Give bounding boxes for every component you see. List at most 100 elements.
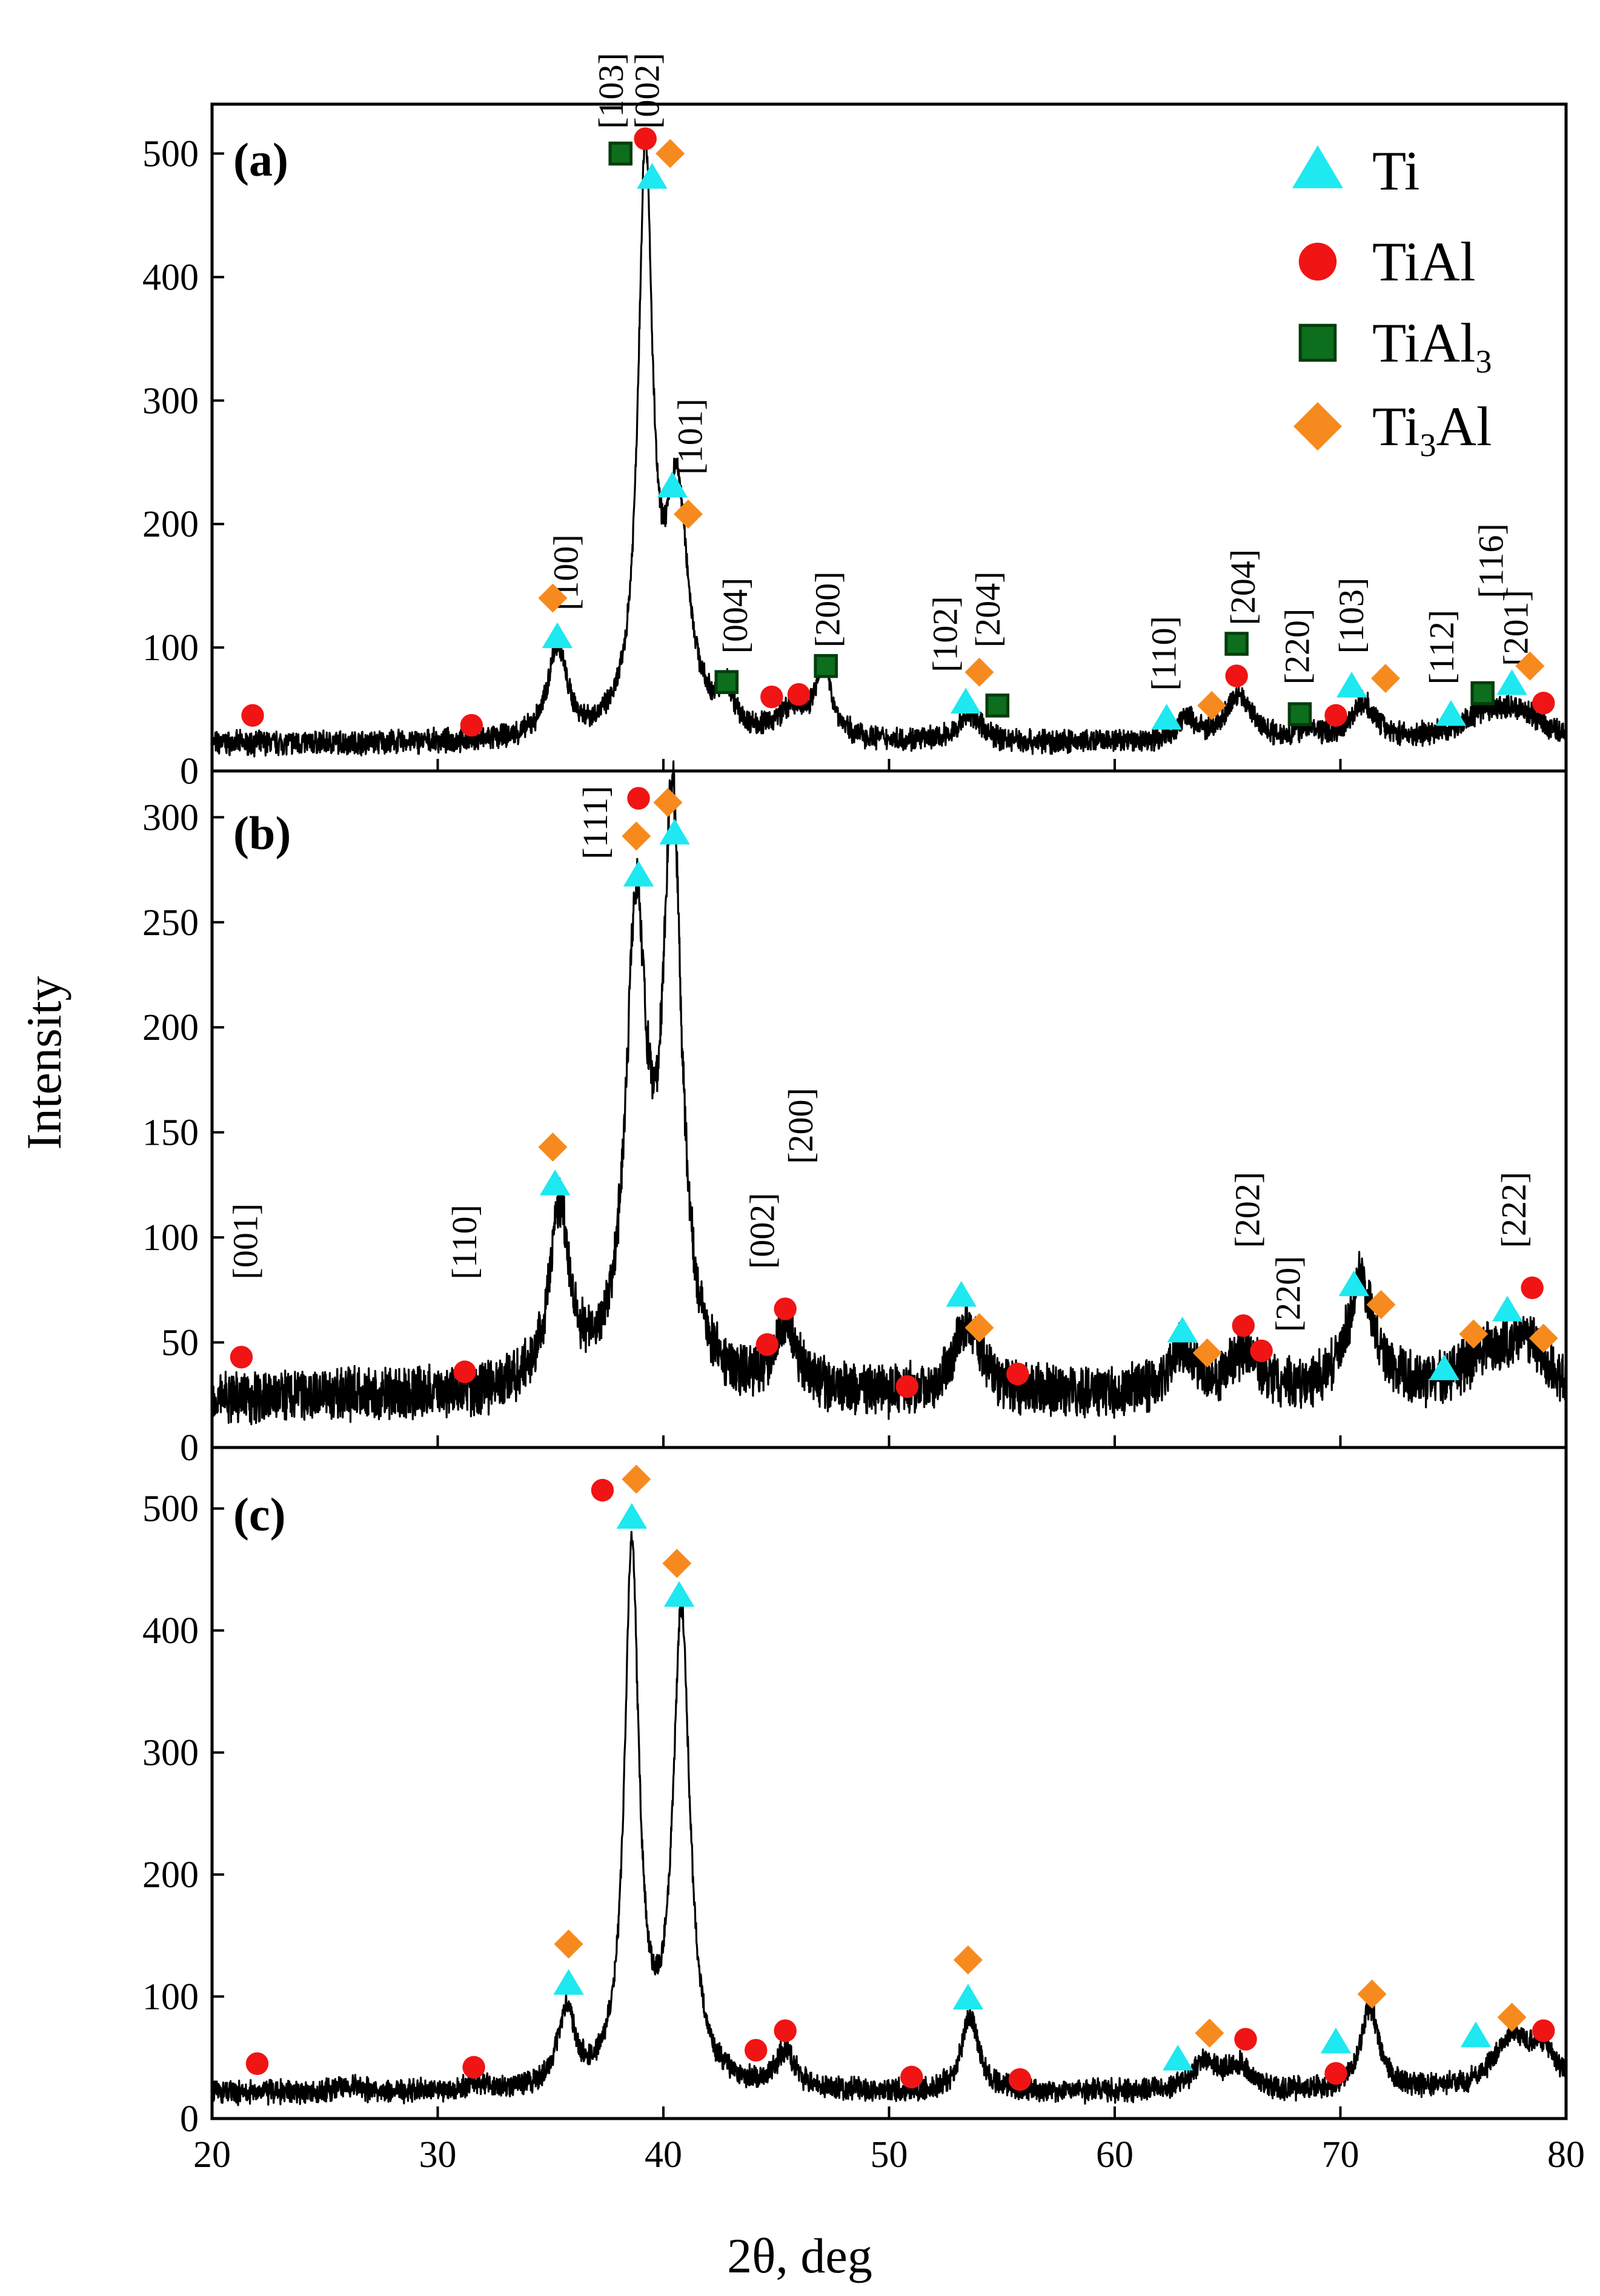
hkl-label: [222] bbox=[1494, 1172, 1533, 1248]
legend-item-tial3: TiAl3 bbox=[1298, 312, 1492, 380]
hkl-label: [004] bbox=[715, 578, 755, 654]
marker-ti-c bbox=[952, 1983, 984, 2010]
hkl-label: [103] bbox=[1332, 578, 1371, 654]
legend-swatch-tial bbox=[1298, 242, 1337, 281]
marker-ti3al-c bbox=[622, 1464, 651, 1494]
marker-ti3al-c bbox=[662, 1549, 692, 1578]
hkl-label: [101] bbox=[670, 399, 709, 475]
y-tick-label: 500 bbox=[142, 1489, 199, 1530]
legend-swatch-ti-shape bbox=[1292, 145, 1343, 188]
hkl-label: [220] bbox=[1277, 609, 1316, 685]
marker-ti3al-c bbox=[1497, 2002, 1527, 2032]
marker-ti3al-b bbox=[622, 821, 651, 851]
hkl-label: [111] bbox=[576, 786, 615, 859]
y-tick-label: 250 bbox=[142, 902, 199, 944]
legend-swatch-ti3al bbox=[1293, 402, 1342, 451]
marker-tial-c bbox=[745, 2039, 768, 2062]
marker-ti3al-b bbox=[1192, 1338, 1222, 1368]
marker-tial-a bbox=[241, 704, 264, 727]
legend-swatch-tial-shape bbox=[1298, 242, 1337, 281]
y-tick-label: 500 bbox=[142, 134, 199, 175]
hkl-label: [110] bbox=[1144, 616, 1184, 690]
marker-tial-c bbox=[774, 2019, 797, 2042]
marker-ti-a bbox=[1435, 700, 1467, 726]
panel-label-a: (a) bbox=[233, 133, 288, 186]
y-tick-label: 0 bbox=[180, 2099, 199, 2140]
marker-ti3al-b bbox=[1529, 1323, 1558, 1353]
marker-tial-c bbox=[1234, 2028, 1257, 2051]
marker-tial-c bbox=[591, 1478, 614, 1502]
marker-tial-c bbox=[245, 2052, 269, 2076]
marker-tial-c bbox=[1532, 2019, 1555, 2042]
hkl-label: [110] bbox=[445, 1205, 484, 1279]
marker-tial-b bbox=[627, 787, 650, 810]
hkl-label: [112] bbox=[1422, 610, 1461, 684]
marker-tial-a bbox=[634, 127, 657, 150]
marker-tial-a bbox=[460, 713, 483, 737]
marker-ti3al-b bbox=[1366, 1290, 1396, 1320]
hkl-label: [001] bbox=[226, 1203, 265, 1280]
hkl-label: [002] bbox=[628, 53, 667, 129]
marker-tial-c bbox=[462, 2056, 485, 2079]
marker-tial-c bbox=[1324, 2062, 1347, 2085]
hkl-label: [116] bbox=[1472, 523, 1511, 598]
marker-tial3-a bbox=[814, 653, 838, 678]
axis-ticks: 0 100 200 300 400 500 0 50 100 150 200 250 300 0 100 20… bbox=[142, 134, 1585, 2175]
y-tick-label: 200 bbox=[142, 504, 199, 545]
marker-ti3al-a bbox=[1515, 651, 1545, 681]
hkl-label: [220] bbox=[1268, 1256, 1307, 1332]
spectrum-line-b bbox=[211, 760, 1567, 1426]
marker-ti3al-a bbox=[1371, 664, 1400, 693]
legend-label-tial3: TiAl3 bbox=[1372, 312, 1492, 380]
marker-ti3al-a bbox=[656, 139, 685, 168]
hkl-label: [202] bbox=[1227, 1172, 1267, 1248]
marker-tial3-a bbox=[1470, 681, 1495, 706]
legend-swatch-ti bbox=[1292, 145, 1343, 188]
marker-ti-a bbox=[1336, 672, 1367, 698]
marker-tial-b bbox=[1250, 1339, 1273, 1363]
marker-ti3al-c bbox=[1357, 1979, 1387, 2009]
legend-swatch-ti3al-shape bbox=[1293, 402, 1342, 451]
marker-tial-b bbox=[895, 1375, 919, 1398]
marker-ti3al-b bbox=[538, 1132, 568, 1162]
marker-tial-a bbox=[1324, 704, 1347, 727]
marker-ti3al-b bbox=[653, 788, 683, 818]
marker-ti-c bbox=[1320, 2027, 1352, 2054]
marker-ti-b bbox=[1492, 1295, 1523, 1322]
marker-ti-b bbox=[623, 861, 654, 887]
legend-swatch-tial3-shape bbox=[1298, 323, 1337, 362]
marker-tial-a bbox=[1532, 692, 1555, 715]
legend-swatch-tial3 bbox=[1298, 323, 1337, 362]
marker-tial-b bbox=[755, 1333, 779, 1356]
marker-ti-a bbox=[1496, 669, 1527, 695]
y-tick-label: 50 bbox=[161, 1323, 199, 1364]
panel-label-c: (c) bbox=[233, 1488, 286, 1541]
y-axis-title: Intensity bbox=[16, 976, 71, 1150]
marker-ti3al-c bbox=[554, 1929, 583, 1959]
marker-ti-b bbox=[1338, 1270, 1370, 1297]
hkl-label: [200] bbox=[781, 1088, 820, 1164]
hkl-label: [102] bbox=[925, 596, 964, 672]
y-tick-label: 0 bbox=[180, 1428, 199, 1469]
y-tick-label: 300 bbox=[142, 797, 199, 838]
x-tick-label: 60 bbox=[1096, 2134, 1134, 2175]
marker-ti-c bbox=[1163, 2045, 1193, 2071]
marker-tial3-a bbox=[608, 141, 633, 166]
marker-ti3al-a bbox=[1197, 690, 1227, 720]
marker-tial-c bbox=[1008, 2068, 1032, 2091]
x-axis-title: 2θ, deg bbox=[727, 2228, 872, 2283]
y-tick-label: 400 bbox=[142, 257, 199, 298]
legend-label-ti: Ti bbox=[1372, 140, 1420, 202]
marker-ti3al-a bbox=[673, 499, 703, 529]
marker-ti-b bbox=[946, 1281, 977, 1307]
y-tick-label: 100 bbox=[142, 627, 199, 669]
marker-tial-b bbox=[1521, 1276, 1544, 1300]
x-tick-label: 40 bbox=[645, 2134, 682, 2175]
marker-ti3al-c bbox=[953, 1945, 983, 1975]
marker-ti-a bbox=[542, 622, 573, 649]
legend-label-tial: TiAl bbox=[1372, 231, 1476, 293]
y-tick-label: 400 bbox=[142, 1610, 199, 1652]
marker-ti3al-b bbox=[964, 1313, 994, 1343]
x-tick-label: 70 bbox=[1322, 2134, 1359, 2175]
x-tick-label: 20 bbox=[193, 2134, 231, 2175]
